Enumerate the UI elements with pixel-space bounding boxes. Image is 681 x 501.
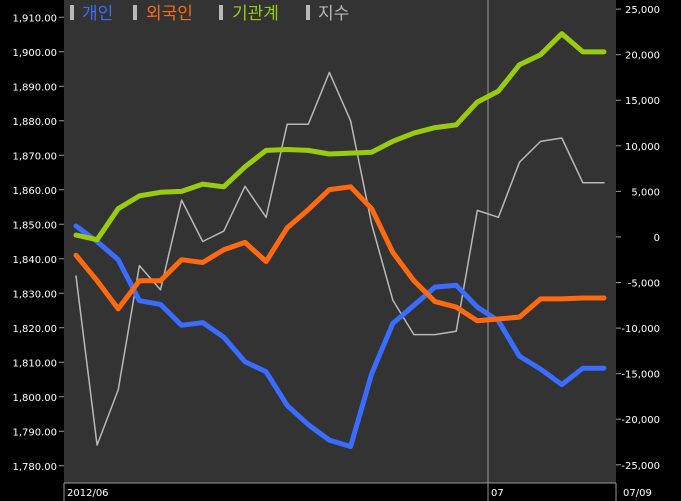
right-tick-label: 25,000 <box>625 5 660 16</box>
left-tick-label: 1,820.00 <box>12 324 57 335</box>
x-tick-label-start: 2012/06 <box>67 488 109 499</box>
legend: 개인 외국인 기관계 지수 <box>70 4 349 24</box>
left-axis: 1,780.00 1,790.00 1,800.00 1,810.00 1,820.00… <box>12 13 64 473</box>
left-tick-label: 1,880.00 <box>12 117 57 128</box>
legend-marker-foreign <box>133 5 137 20</box>
left-tick-label: 1,860.00 <box>12 186 57 197</box>
x-tick-label-mid: 07 <box>491 488 504 499</box>
left-tick-label: 1,890.00 <box>12 82 57 93</box>
left-tick-label: 1,840.00 <box>12 255 57 266</box>
legend-marker-index <box>306 5 310 20</box>
legend-label-index: 지수 <box>318 4 349 24</box>
right-tick-label: 20,000 <box>625 51 660 62</box>
legend-label-individual: 개인 <box>82 4 113 24</box>
right-tick-label: -5,000 <box>628 279 660 290</box>
series-line-3 <box>73 31 607 243</box>
series-line-2 <box>73 184 607 324</box>
left-tick-label: 1,900.00 <box>12 48 57 59</box>
right-axis: 25,000 20,000 15,000 10,000 5,000 0 -5,000 -10,… <box>616 5 660 472</box>
right-tick-label: 5,000 <box>631 187 660 198</box>
left-tick-label: 1,800.00 <box>12 393 57 404</box>
series-line-1 <box>73 223 607 449</box>
legend-marker-individual <box>70 5 74 20</box>
legend-label-institution: 기관계 <box>232 4 279 24</box>
legend-label-foreign: 외국인 <box>146 4 193 24</box>
series-layer <box>73 31 607 449</box>
right-tick-label: -20,000 <box>621 415 660 426</box>
plot-area <box>64 0 616 483</box>
right-tick-label: -25,000 <box>621 461 660 472</box>
x-tick-label-end: 07/09 <box>623 488 652 499</box>
left-tick-label: 1,910.00 <box>12 13 57 24</box>
left-tick-label: 1,830.00 <box>12 289 57 300</box>
right-tick-label: 10,000 <box>625 142 660 153</box>
right-tick-label: -10,000 <box>621 324 660 335</box>
left-tick-label: 1,810.00 <box>12 358 57 369</box>
right-tick-label: 15,000 <box>625 96 660 107</box>
left-tick-label: 1,790.00 <box>12 427 57 438</box>
left-tick-label: 1,850.00 <box>12 220 57 231</box>
left-tick-label: 1,780.00 <box>12 462 57 473</box>
right-tick-label: -15,000 <box>621 370 660 381</box>
legend-marker-institution <box>219 5 223 20</box>
right-tick-label: 0 <box>654 233 660 244</box>
left-tick-label: 1,870.00 <box>12 151 57 162</box>
